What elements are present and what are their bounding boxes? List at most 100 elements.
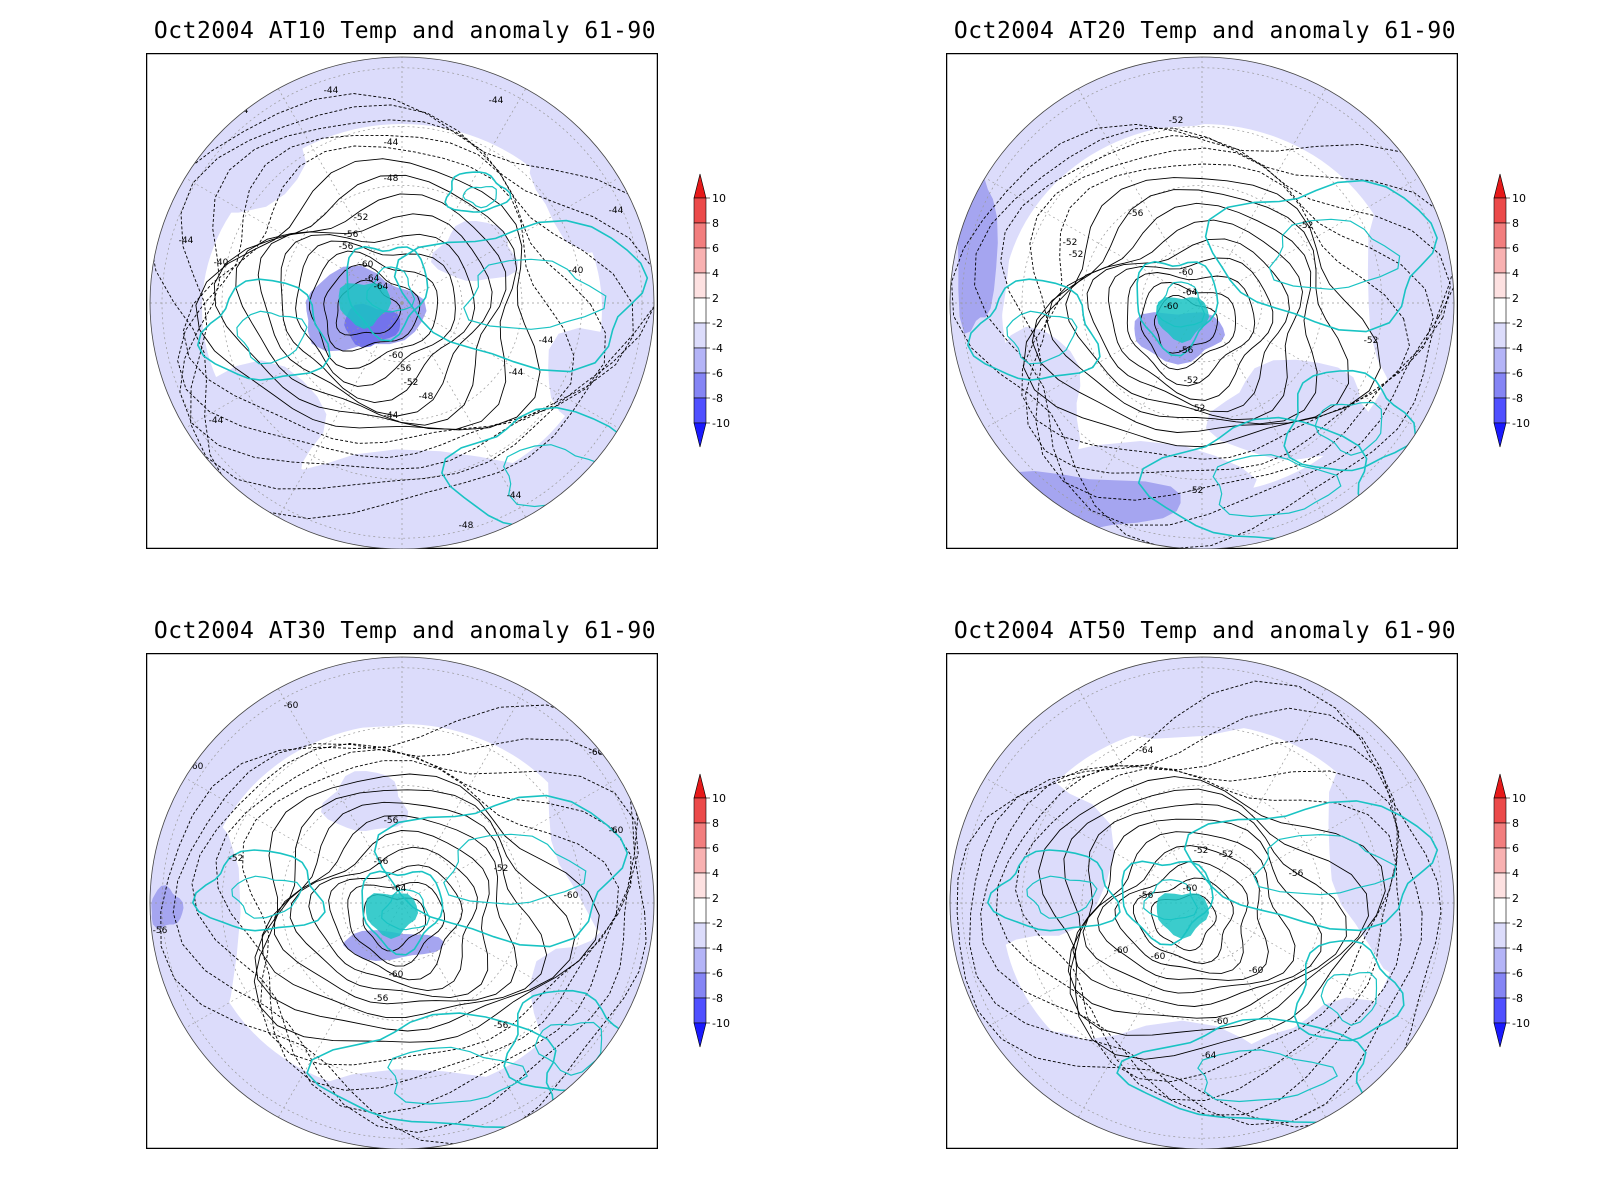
anomaly-shade <box>1367 192 1454 445</box>
colorbar-label: -8 <box>712 992 723 1005</box>
colorbar-box <box>693 197 707 224</box>
colorbar-box <box>693 847 707 874</box>
temp-contour <box>974 127 1454 526</box>
coastline <box>196 278 331 381</box>
graticule-meridian <box>1201 752 1454 904</box>
contour-label: -56 <box>153 926 168 936</box>
colorbar-label: 4 <box>1512 267 1519 280</box>
temp-contour <box>1114 861 1249 974</box>
coastline <box>393 219 649 373</box>
temp-contour <box>273 815 518 1005</box>
temp-contour <box>1025 147 1434 474</box>
panel-title: Oct2004 AT50 Temp and anomaly 61-90 <box>953 618 1457 644</box>
colorbar-label: -6 <box>712 967 723 980</box>
colorbar-label: -10 <box>1512 417 1530 430</box>
contour-label: -44 <box>609 206 624 216</box>
country-border <box>1253 833 1397 896</box>
temp-contour <box>1132 877 1234 965</box>
colorbar-box <box>1493 222 1507 249</box>
colorbar-label: -4 <box>712 942 723 955</box>
contour-label: -44 <box>324 86 339 96</box>
contour-label: -60 <box>284 701 299 711</box>
map-rim <box>949 56 1455 549</box>
colorbar-arrow-top <box>693 173 707 199</box>
country-border <box>1268 218 1401 290</box>
contour-label: -44 <box>384 411 399 421</box>
contour-label: -56 <box>397 364 412 374</box>
coastline <box>191 849 326 932</box>
colorbar-label: -8 <box>1512 992 1523 1005</box>
temp-contour <box>1126 272 1256 387</box>
contour-label: -60 <box>389 970 404 980</box>
panel-title: Oct2004 AT20 Temp and anomaly 61-90 <box>953 18 1457 44</box>
graticule-meridian <box>401 302 654 454</box>
polar-map: -60-60-60-60-60-52-56-56-52-60-56-56-60-… <box>146 653 658 1149</box>
contour-label: -56 <box>1179 346 1194 356</box>
map-rim <box>149 656 655 1149</box>
colorbar-box <box>1493 972 1507 999</box>
temp-contour <box>280 233 476 404</box>
contour-label: -60 <box>1179 268 1194 278</box>
temp-contour <box>308 846 478 992</box>
polar-map: -44-44-44-44-44-40-40-44-48-52-56-56-60-… <box>146 53 658 549</box>
contour-label: -56 <box>339 242 354 252</box>
colorbar-box <box>1493 922 1507 949</box>
contour-label: -48 <box>419 392 434 402</box>
temp-contour <box>179 119 634 470</box>
temp-contour <box>995 764 1400 1102</box>
greenland-land <box>338 283 392 329</box>
temp-contour <box>328 864 463 981</box>
map-disc: -52 -56 -52 -52 -52 -60 -60 -56 -52 -52 -52 -52 -64 <box>950 57 1454 549</box>
graticule-meridian <box>950 152 1203 304</box>
coastline <box>444 171 512 213</box>
temp-contour <box>1140 282 1236 371</box>
temp-contour <box>215 748 632 1091</box>
graticule-meridian <box>950 902 1203 1054</box>
contour-label: -64 <box>1139 746 1154 756</box>
colorbar-box <box>1493 797 1507 824</box>
contour-label: -64 <box>1202 1051 1217 1061</box>
contour-label: -52 <box>1069 250 1084 260</box>
country-border <box>534 1021 603 1076</box>
temp-contour <box>182 145 575 444</box>
anomaly-colorbar: 10 8 6 4 2 -2 -4 -6 -8 -10 <box>693 173 730 448</box>
contour-label: -52 <box>404 378 419 388</box>
colorbar-label: 10 <box>1512 192 1526 205</box>
center-label: -64 <box>1183 288 1198 298</box>
colorbar-label: -10 <box>1512 1017 1530 1030</box>
colorbar-box <box>1493 997 1507 1024</box>
colorbar-box <box>693 822 707 849</box>
country-border <box>443 833 587 905</box>
contour-label: -60 <box>1249 966 1264 976</box>
colorbar-label: -2 <box>1512 317 1523 330</box>
contour-label: -44 <box>539 336 554 346</box>
colorbar-box <box>693 297 707 324</box>
colorbar-label: 8 <box>712 217 719 230</box>
contour-label: -44 <box>507 491 522 501</box>
colorbar-box <box>1493 947 1507 974</box>
colorbar-box <box>693 397 707 424</box>
temp-contour <box>969 707 1423 1126</box>
coastline <box>361 870 444 956</box>
colorbar-arrow-bottom <box>1493 1022 1507 1048</box>
colorbar-box <box>693 922 707 949</box>
temp-contour <box>1000 135 1452 501</box>
country-border <box>1314 401 1383 456</box>
colorbar-label: 4 <box>712 267 719 280</box>
contour-label: -60 <box>389 351 404 361</box>
polar-map: -52 -56 -52 -52 -52 -60 -60 -56 -52 -52 -52 -52 -64 <box>946 53 1458 549</box>
graticule-meridian <box>150 152 403 304</box>
coastline <box>986 849 1121 932</box>
temp-contour <box>289 830 490 999</box>
contour-label: -56 <box>494 1021 509 1031</box>
contour-label: -60 <box>189 762 204 772</box>
colorbar-box <box>693 247 707 274</box>
colorbar-label: 6 <box>712 242 719 255</box>
colorbar-box <box>693 322 707 349</box>
colorbar-label: -4 <box>712 342 723 355</box>
colorbar-arrow-top <box>1493 773 1507 799</box>
colorbar-box <box>1493 872 1507 899</box>
temp-contour <box>1150 893 1217 952</box>
colorbar-box <box>1493 897 1507 924</box>
graticule-meridian <box>150 902 403 1054</box>
